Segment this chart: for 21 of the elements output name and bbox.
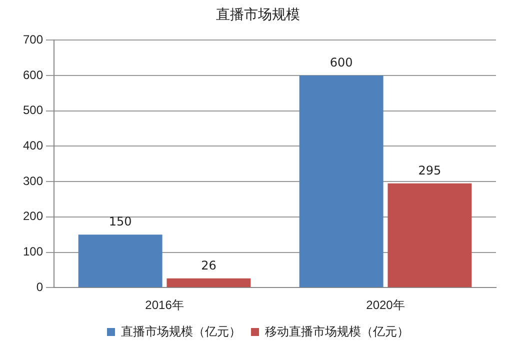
x-tick-label: 2016年 [145,298,184,312]
data-label: 150 [108,214,132,229]
y-tick-label: 300 [22,174,44,188]
bar [388,183,472,288]
legend-label: 直播市场规模（亿元） [121,324,241,338]
y-tick-label: 600 [22,68,44,82]
bar [166,278,251,288]
bar [299,76,384,288]
y-tick-label: 100 [22,244,44,259]
y-tick-label: 0 [36,280,44,294]
x-tick-label: 2020年 [366,298,405,312]
legend-label: 移动直播市场规模（亿元） [265,324,409,338]
data-label: 295 [418,163,442,178]
data-label: 26 [201,258,216,273]
data-label: 600 [330,56,353,70]
y-tick-label: 500 [22,103,44,118]
y-tick-label: 200 [22,209,44,224]
chart-title: 直播市场规模 [215,6,301,24]
bar [78,234,162,288]
y-tick-label: 400 [22,138,44,153]
y-tick-label: 700 [22,32,44,47]
